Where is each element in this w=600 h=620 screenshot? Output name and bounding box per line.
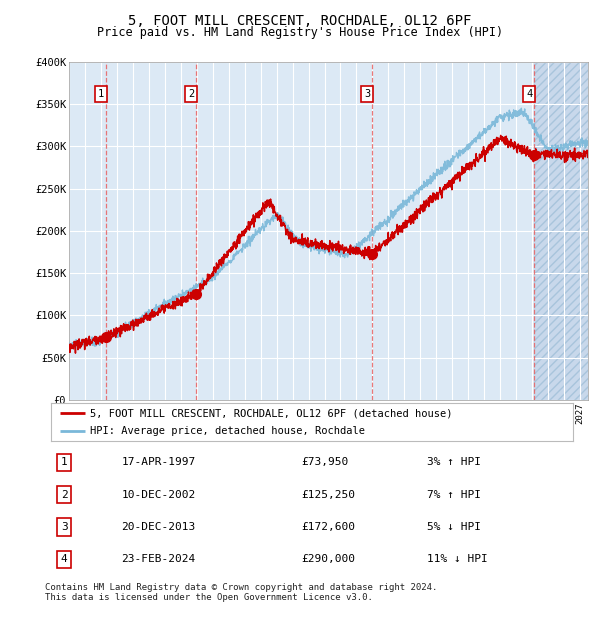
Text: Contains HM Land Registry data © Crown copyright and database right 2024.
This d: Contains HM Land Registry data © Crown c…: [45, 583, 437, 602]
Text: 2: 2: [188, 89, 194, 99]
Text: Price paid vs. HM Land Registry's House Price Index (HPI): Price paid vs. HM Land Registry's House …: [97, 26, 503, 39]
Text: 11% ↓ HPI: 11% ↓ HPI: [427, 554, 488, 564]
Text: 3: 3: [61, 522, 67, 532]
Text: 4: 4: [526, 89, 532, 99]
Text: 23-FEB-2024: 23-FEB-2024: [121, 554, 196, 564]
Text: 17-APR-1997: 17-APR-1997: [121, 457, 196, 467]
Text: 4: 4: [61, 554, 67, 564]
Text: 5% ↓ HPI: 5% ↓ HPI: [427, 522, 481, 532]
Text: £125,250: £125,250: [302, 490, 356, 500]
Text: 5, FOOT MILL CRESCENT, ROCHDALE, OL12 6PF: 5, FOOT MILL CRESCENT, ROCHDALE, OL12 6P…: [128, 14, 472, 28]
Text: £172,600: £172,600: [302, 522, 356, 532]
Text: 1: 1: [98, 89, 104, 99]
Text: £290,000: £290,000: [302, 554, 356, 564]
Text: 5, FOOT MILL CRESCENT, ROCHDALE, OL12 6PF (detached house): 5, FOOT MILL CRESCENT, ROCHDALE, OL12 6P…: [90, 409, 452, 419]
Text: £73,950: £73,950: [302, 457, 349, 467]
Text: HPI: Average price, detached house, Rochdale: HPI: Average price, detached house, Roch…: [90, 426, 365, 436]
Text: 3: 3: [364, 89, 370, 99]
Text: 7% ↑ HPI: 7% ↑ HPI: [427, 490, 481, 500]
Text: 2: 2: [61, 490, 67, 500]
Text: 20-DEC-2013: 20-DEC-2013: [121, 522, 196, 532]
Text: 10-DEC-2002: 10-DEC-2002: [121, 490, 196, 500]
Bar: [534, 62, 588, 400]
Text: 1: 1: [61, 457, 67, 467]
Text: 3% ↑ HPI: 3% ↑ HPI: [427, 457, 481, 467]
